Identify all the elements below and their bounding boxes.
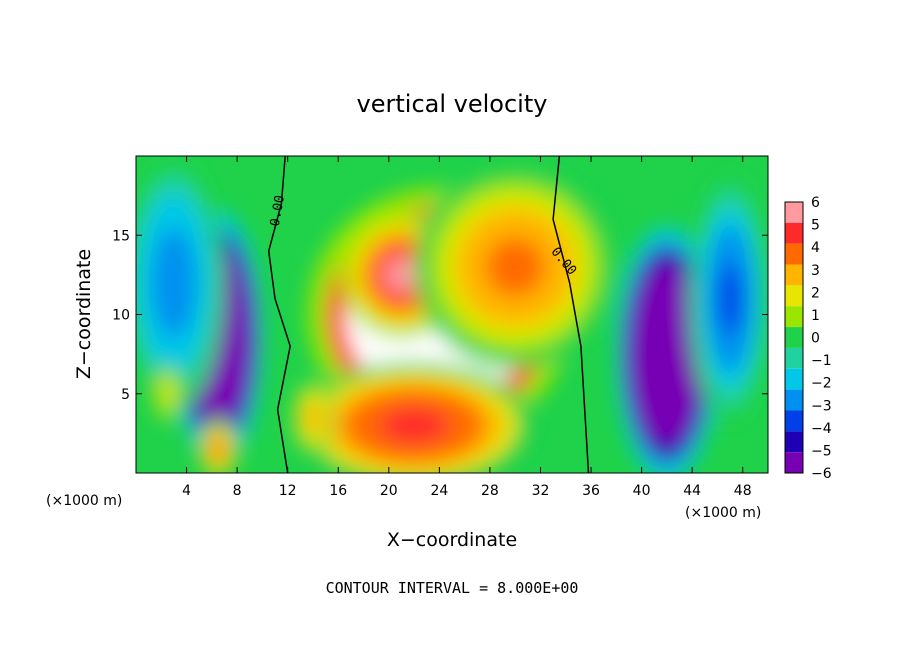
- contour-lines: 0.000.00: [267, 156, 590, 473]
- velocity-field: [136, 156, 768, 473]
- x-tick-label: 40: [633, 483, 651, 499]
- colorbar-label: 1: [811, 308, 820, 324]
- colorbar-swatch: [785, 243, 803, 265]
- colorbar-swatch: [785, 347, 803, 369]
- x-tick-label: 16: [329, 483, 347, 499]
- x-axis-label: X−coordinate: [387, 529, 517, 551]
- y-axis-ticks: 5 10 15: [112, 228, 768, 403]
- x-tick-label: 24: [430, 483, 448, 499]
- x-tick-label: 8: [233, 483, 242, 499]
- colorbar-swatch: [785, 368, 803, 390]
- field-feature-updraft-1: [392, 265, 411, 284]
- colorbar-label: 3: [811, 263, 820, 279]
- field-feature-downdraft-6: [724, 280, 736, 317]
- field-feature-updraft-2: [396, 416, 432, 435]
- x-tick-label: 28: [481, 483, 499, 499]
- colorbar-swatch: [785, 202, 803, 223]
- colorbar-swatch: [785, 452, 803, 473]
- x-tick-label: 12: [279, 483, 297, 499]
- x-tick-label: 20: [380, 483, 398, 499]
- zero-contour-2: [552, 156, 590, 473]
- colorbar-frame: [784, 201, 804, 474]
- field-feature-downdraft-7: [166, 264, 182, 301]
- colorbar-label: 0: [811, 331, 820, 347]
- contour-label-1: 0.00: [268, 194, 288, 227]
- y-tick-label: 10: [112, 308, 130, 324]
- x-unit-label-left: (×1000 m): [46, 493, 122, 509]
- colorbar-swatch: [785, 410, 803, 432]
- colorbar-label: −4: [811, 421, 832, 437]
- colorbar-label: 6: [811, 195, 820, 211]
- x-tick-label: 32: [532, 483, 550, 499]
- colorbar-swatch: [785, 327, 803, 348]
- colorbar-label: −2: [811, 376, 832, 392]
- zero-contour-1: [267, 156, 291, 473]
- y-tick-label: 15: [112, 228, 130, 244]
- colorbar-swatch: [785, 285, 803, 307]
- colorbar-swatch: [785, 431, 803, 453]
- field-feature-updraft-3: [500, 252, 530, 282]
- colorbar-label: −3: [811, 398, 832, 414]
- field-feature-weak_updraft-10: [310, 412, 316, 423]
- x-unit-label-right: (×1000 m): [685, 505, 761, 521]
- x-axis-ticks: 4 8 12 16 20 24 28 32 36 40 44 48: [182, 156, 752, 499]
- x-tick-label: 4: [182, 483, 191, 499]
- colorbar-label: −6: [811, 466, 832, 482]
- chart-title: vertical velocity: [357, 90, 548, 118]
- x-tick-label: 44: [683, 483, 701, 499]
- field-feature-weak_updraft-9: [165, 389, 170, 399]
- colorbar-swatch: [785, 264, 803, 286]
- colorbar: 6 5 4 3 2 1 0 −1 −2 −3 −4 −5 −6: [784, 195, 832, 482]
- colorbar-swatch: [785, 306, 803, 328]
- colorbar-label: 4: [811, 240, 820, 256]
- field-feature-weak_updraft-8: [215, 444, 222, 454]
- colorbar-swatch: [785, 222, 803, 244]
- y-tick-label: 5: [121, 387, 130, 403]
- x-tick-label: 36: [582, 483, 600, 499]
- colorbar-label: 5: [811, 218, 820, 234]
- colorbar-label: 2: [811, 285, 820, 301]
- colorbar-swatch: [785, 389, 803, 411]
- y-axis-label: Z−coordinate: [73, 249, 95, 379]
- field-feature-downdraft-5: [659, 336, 675, 373]
- colorbar-label: −5: [811, 443, 832, 459]
- x-tick-label: 48: [734, 483, 752, 499]
- contour-interval-note: CONTOUR INTERVAL = 8.000E+00: [326, 579, 579, 597]
- colorbar-label: −1: [811, 353, 832, 369]
